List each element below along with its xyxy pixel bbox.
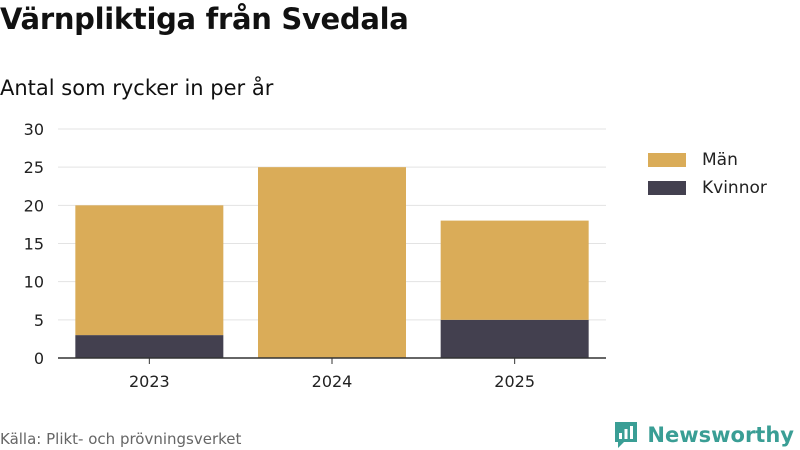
y-tick-label: 15: [24, 235, 44, 254]
bar-m-n-2024: [258, 167, 406, 358]
bar-m-n-2023: [75, 205, 224, 336]
x-tick-label: 2024: [312, 372, 353, 391]
y-tick-label: 0: [34, 349, 44, 368]
y-tick-label: 25: [24, 158, 44, 177]
x-tick-label: 2025: [494, 372, 535, 391]
bar-kvinnor-2023: [75, 335, 224, 358]
x-tick-label: 2023: [129, 372, 170, 391]
legend-item-man: Män: [648, 146, 767, 174]
bar-chart-logo-icon: [615, 422, 638, 448]
chart-title: Värnpliktiga från Svedala: [0, 2, 409, 36]
legend-item-kvinnor: Kvinnor: [648, 174, 767, 202]
bar-kvinnor-2025: [440, 319, 589, 358]
y-tick-label: 5: [34, 311, 44, 330]
y-tick-label: 30: [24, 120, 44, 139]
source-note: Källa: Plikt- och prövningsverket: [0, 430, 242, 448]
brand-logo[interactable]: Newsworthy: [613, 420, 794, 450]
y-tick-label: 10: [24, 273, 44, 292]
legend-label-man: Män: [702, 150, 738, 170]
chart-subtitle: Antal som rycker in per år: [0, 76, 274, 100]
legend: Män Kvinnor: [648, 146, 767, 202]
bars: [75, 167, 589, 358]
x-axis: 2023 2024 2025: [58, 357, 606, 391]
brand-name: Newsworthy: [647, 423, 794, 447]
legend-swatch-man: [648, 153, 686, 167]
bar-m-n-2025: [440, 220, 589, 320]
y-tick-label: 20: [24, 196, 44, 215]
y-axis-ticks: 0 5 10 15 20 25 30: [24, 120, 44, 368]
legend-swatch-kvinnor: [648, 181, 686, 195]
legend-label-kvinnor: Kvinnor: [702, 178, 767, 198]
